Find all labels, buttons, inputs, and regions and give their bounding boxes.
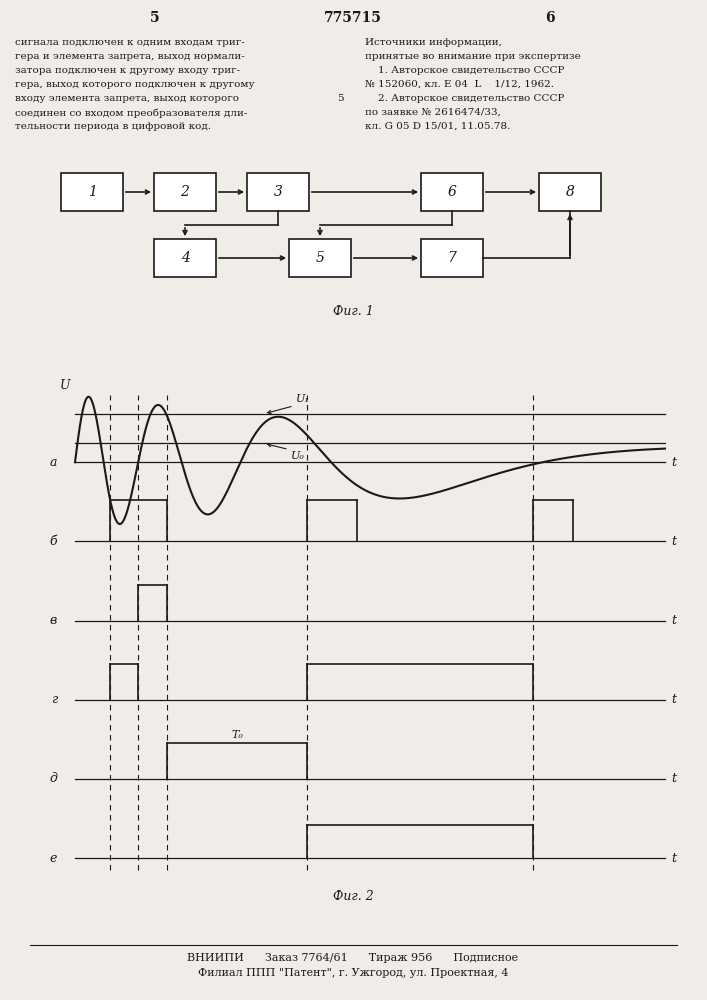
Text: ВНИИПИ      Заказ 7764/61      Тираж 956      Подписное: ВНИИПИ Заказ 7764/61 Тираж 956 Подписное (187, 953, 518, 963)
Text: T₀: T₀ (231, 730, 243, 740)
Text: U₀: U₀ (291, 451, 305, 461)
Text: 6: 6 (448, 185, 457, 199)
Text: 1. Авторское свидетельство СССР: 1. Авторское свидетельство СССР (365, 66, 564, 75)
Text: 7: 7 (448, 251, 457, 265)
Text: тельности периода в цифровой код.: тельности периода в цифровой код. (15, 122, 211, 131)
Text: принятые во внимание при экспертизе: принятые во внимание при экспертизе (365, 52, 580, 61)
Text: U₁: U₁ (296, 394, 310, 404)
Text: а: а (49, 456, 57, 469)
Text: гера и элемента запрета, выход нормали-: гера и элемента запрета, выход нормали- (15, 52, 245, 61)
Text: 775715: 775715 (324, 11, 382, 25)
Text: t: t (671, 535, 676, 548)
Text: Фиг. 1: Фиг. 1 (332, 305, 373, 318)
Text: t: t (671, 852, 676, 865)
Text: гера, выход которого подключен к другому: гера, выход которого подключен к другому (15, 80, 255, 89)
Text: соединен со входом преобразователя дли-: соединен со входом преобразователя дли- (15, 108, 247, 117)
Text: 2: 2 (180, 185, 189, 199)
Text: затора подключен к другому входу триг-: затора подключен к другому входу триг- (15, 66, 240, 75)
Bar (421, 239, 483, 277)
Text: 3: 3 (274, 185, 282, 199)
Text: 5: 5 (150, 11, 160, 25)
Text: 5: 5 (315, 251, 325, 265)
Text: 2. Авторское свидетельство СССР: 2. Авторское свидетельство СССР (365, 94, 564, 103)
Text: входу элемента запрета, выход которого: входу элемента запрета, выход которого (15, 94, 239, 103)
Text: е: е (49, 852, 57, 865)
Text: t: t (671, 456, 676, 469)
Text: в: в (49, 614, 57, 627)
Bar (154, 239, 216, 277)
Bar (421, 173, 483, 211)
Text: 8: 8 (566, 185, 574, 199)
Text: сигнала подключен к одним входам триг-: сигнала подключен к одним входам триг- (15, 38, 245, 47)
Text: t: t (671, 772, 676, 785)
Bar (247, 173, 309, 211)
Text: № 152060, кл. Е 04  L    1/12, 1962.: № 152060, кл. Е 04 L 1/12, 1962. (365, 80, 554, 89)
Text: t: t (671, 693, 676, 706)
Text: кл. G 05 D 15/01, 11.05.78.: кл. G 05 D 15/01, 11.05.78. (365, 122, 510, 131)
Text: б: б (49, 535, 57, 548)
Bar (539, 173, 601, 211)
Text: по заявке № 2616474/33,: по заявке № 2616474/33, (365, 108, 501, 117)
Text: 1: 1 (88, 185, 96, 199)
Text: Источники информации,: Источники информации, (365, 38, 502, 47)
Text: 6: 6 (545, 11, 555, 25)
Bar (61, 173, 123, 211)
Text: Фиг. 2: Фиг. 2 (332, 890, 373, 903)
Text: t: t (671, 614, 676, 627)
Bar (154, 173, 216, 211)
Text: 5: 5 (337, 94, 344, 103)
Text: Филиал ППП "Патент", г. Ужгород, ул. Проектная, 4: Филиал ППП "Патент", г. Ужгород, ул. Про… (198, 968, 508, 978)
Text: д: д (49, 772, 57, 785)
Text: U: U (59, 379, 70, 392)
Text: 4: 4 (180, 251, 189, 265)
Bar (289, 239, 351, 277)
Text: г: г (51, 693, 57, 706)
